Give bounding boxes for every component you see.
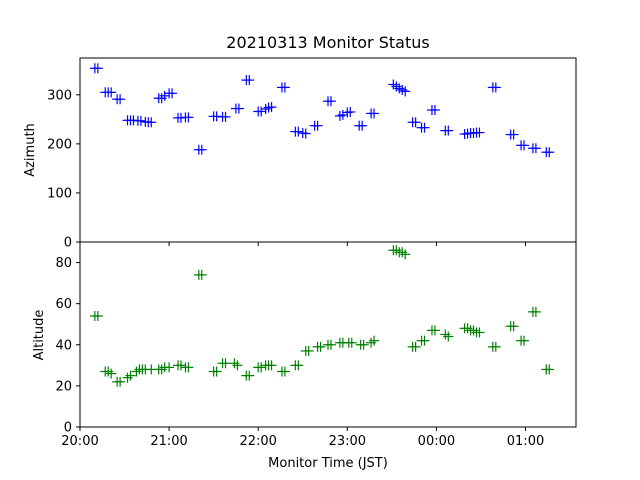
altitude-data-point	[232, 360, 243, 371]
altitude-data-point	[429, 325, 440, 336]
azimuth-subplot: 0 100 200 300 Azimuth	[23, 57, 577, 251]
altitude-data-point	[303, 345, 314, 356]
altitude-data-point	[183, 362, 194, 373]
azimuth-data-point	[300, 128, 311, 139]
azimuth-data-point	[337, 109, 348, 120]
altitude-y-tick-label: 80	[55, 256, 72, 271]
azimuth-data-point	[544, 147, 555, 158]
altitude-data-point	[519, 335, 530, 346]
altitude-y-tick-label: 0	[64, 421, 72, 436]
altitude-subplot: 0 20 40 60 80 20:00 21:00 22:00 23:00 00:00 01:00…	[32, 241, 577, 471]
altitude-x-tick-label: 00:00	[418, 434, 455, 449]
azimuth-data-point	[183, 112, 194, 123]
altitude-y-tick-label: 40	[55, 338, 72, 353]
azimuth-data-point	[419, 122, 430, 133]
azimuth-data-point	[196, 144, 207, 155]
azimuth-data-point	[159, 90, 170, 101]
altitude-data-point	[92, 311, 103, 321]
azimuth-y-axis-label: Azimuth	[23, 123, 38, 177]
azimuth-data-point	[256, 106, 267, 117]
azimuth-data-point	[220, 111, 231, 122]
altitude-x-tick-label: 01:00	[507, 434, 544, 449]
azimuth-data-point	[508, 129, 519, 140]
azimuth-data-point	[106, 87, 117, 98]
altitude-data-point	[358, 339, 369, 350]
azimuth-data-point	[429, 105, 440, 116]
altitude-x-tick-label: 20:00	[61, 434, 98, 449]
azimuth-data-point	[146, 117, 157, 128]
altitude-y-tick-label: 60	[55, 297, 72, 312]
altitude-data-point	[125, 370, 136, 381]
azimuth-data-point	[233, 103, 244, 114]
altitude-data-point	[266, 360, 277, 371]
altitude-y-ticks: 0 20 40 60 80	[55, 256, 80, 436]
altitude-points	[89, 245, 555, 387]
altitude-y-tick-label: 20	[55, 379, 72, 394]
altitude-data-point	[410, 341, 421, 352]
chart-title: 20210313 Monitor Status	[226, 33, 429, 52]
altitude-data-point	[490, 341, 501, 352]
azimuth-data-point	[345, 106, 356, 117]
azimuth-y-tick-label: 300	[47, 88, 72, 103]
azimuth-y-tick-label: 200	[47, 137, 72, 152]
altitude-data-point	[508, 321, 519, 332]
altitude-x-ticks: 20:00 21:00 22:00 23:00 00:00 01:00	[61, 427, 544, 449]
altitude-data-point	[530, 306, 541, 317]
azimuth-data-point	[530, 143, 541, 154]
altitude-data-point	[293, 360, 304, 371]
azimuth-points	[89, 63, 555, 158]
altitude-data-point	[244, 370, 255, 381]
altitude-y-axis-label: Altitude	[32, 310, 47, 361]
altitude-data-point	[474, 327, 485, 338]
azimuth-data-point	[312, 120, 323, 131]
azimuth-y-tick-label: 0	[64, 236, 72, 251]
azimuth-data-point	[115, 94, 126, 105]
azimuth-data-point	[135, 115, 146, 126]
altitude-data-point	[544, 364, 555, 375]
altitude-data-point	[346, 337, 357, 348]
altitude-data-point	[175, 360, 186, 371]
azimuth-data-point	[400, 86, 411, 97]
azimuth-data-point	[357, 120, 368, 131]
azimuth-data-point	[293, 126, 304, 137]
x-axis-label: Monitor Time (JST)	[268, 456, 388, 471]
azimuth-data-point	[443, 125, 454, 136]
azimuth-y-ticks: 0 100 200 300	[47, 88, 80, 251]
altitude-data-point	[443, 331, 454, 342]
azimuth-data-point	[279, 82, 290, 93]
altitude-data-point	[164, 362, 175, 373]
azimuth-data-point	[325, 96, 336, 107]
azimuth-data-point	[244, 75, 255, 86]
altitude-data-point	[115, 376, 126, 387]
azimuth-data-point	[266, 102, 277, 113]
altitude-data-point	[196, 269, 207, 280]
altitude-data-point	[220, 358, 231, 369]
azimuth-data-point	[490, 82, 501, 93]
altitude-data-point	[419, 335, 430, 346]
altitude-x-tick-label: 23:00	[329, 434, 366, 449]
azimuth-data-point	[92, 63, 103, 74]
azimuth-data-point	[474, 127, 485, 138]
azimuth-data-point	[410, 117, 421, 128]
altitude-data-point	[369, 335, 380, 346]
azimuth-y-tick-label: 100	[47, 186, 72, 201]
altitude-data-point	[315, 341, 326, 352]
azimuth-data-point	[369, 108, 380, 119]
azimuth-data-point	[167, 88, 178, 99]
altitude-data-point	[400, 249, 411, 260]
altitude-data-point	[279, 366, 290, 377]
altitude-data-point	[106, 368, 117, 379]
altitude-x-tick-label: 22:00	[239, 434, 276, 449]
altitude-data-point	[325, 339, 336, 350]
altitude-data-point	[256, 362, 267, 373]
altitude-x-tick-label: 21:00	[150, 434, 187, 449]
altitude-data-point	[211, 366, 222, 377]
azimuth-data-point	[519, 140, 530, 151]
altitude-axes-frame	[79, 241, 577, 428]
